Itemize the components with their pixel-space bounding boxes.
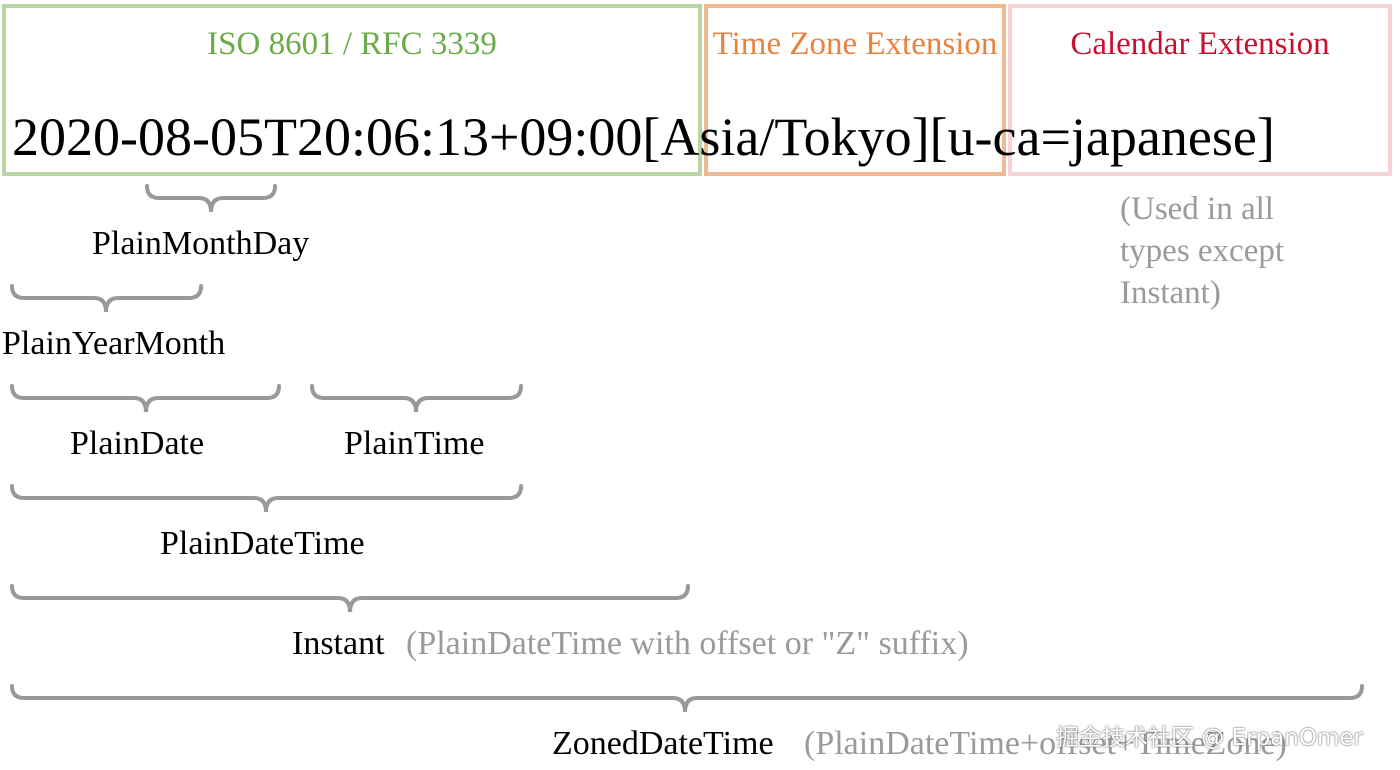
- instant-note: (PlainDateTime with offset or "Z" suffix…: [406, 625, 969, 662]
- calendar-section-box: [1008, 4, 1392, 176]
- calendar-section-title: Calendar Extension: [1070, 26, 1330, 62]
- label-plain-time: PlainTime: [344, 425, 485, 462]
- label-zoned-date-time: ZonedDateTime: [552, 725, 774, 762]
- brace-zoned-date-time: [10, 684, 1364, 713]
- iso-section-title: ISO 8601 / RFC 3339: [207, 26, 497, 62]
- brace-instant: [10, 584, 690, 613]
- watermark: 掘金技术社区 @ ErpanOmer: [1056, 725, 1363, 751]
- brace-plain-month-day: [145, 184, 277, 213]
- iso-section-box: [2, 4, 702, 176]
- brace-plain-time: [310, 384, 523, 413]
- time-zone-section-title: Time Zone Extension: [712, 26, 998, 62]
- brace-plain-date-time: [10, 484, 523, 513]
- label-plain-date-time: PlainDateTime: [160, 525, 365, 562]
- brace-plain-date: [10, 384, 281, 413]
- time-zone-section-box: [704, 4, 1006, 176]
- label-plain-year-month: PlainYearMonth: [2, 325, 226, 362]
- brace-plain-year-month: [10, 284, 203, 313]
- zoned-date-time-note: (PlainDateTime+offset+TimeZone): [804, 725, 1287, 762]
- label-plain-date: PlainDate: [70, 425, 205, 462]
- example-datetime-string: 2020-08-05T20:06:13+09:00[Asia/Tokyo][u-…: [12, 107, 1275, 167]
- label-plain-month-day: PlainMonthDay: [92, 225, 310, 262]
- calendar-usage-note: (Used in all types except Instant): [1120, 191, 1285, 311]
- label-instant: Instant: [292, 625, 385, 662]
